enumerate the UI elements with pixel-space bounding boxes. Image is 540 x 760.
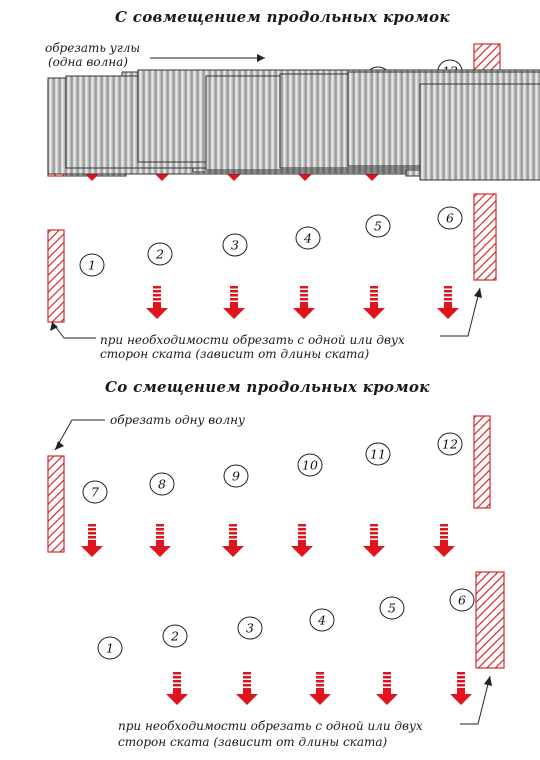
s2-top-arrow-1 xyxy=(81,524,103,557)
s1-bot-label-2-circle xyxy=(147,242,173,266)
s2-bot-label-1-circle xyxy=(97,636,123,660)
s2-bot-sheet-6 xyxy=(419,83,540,181)
s2-top-label-9-circle xyxy=(223,464,249,488)
s2-top-label-9: 9 xyxy=(232,469,240,484)
s2-top-label-7-circle xyxy=(82,480,108,504)
s1-bot-arrow-3 xyxy=(293,286,315,319)
section1-title: С совмещением продольных кромок xyxy=(115,8,450,26)
s1-bot-cut-right xyxy=(473,193,497,281)
s1-bot-label-5-circle xyxy=(365,214,391,238)
section2-title: Со смещением продольных кромок xyxy=(105,378,430,396)
s2-top-label-10-circle xyxy=(297,453,323,477)
s2-top-arrow-5 xyxy=(363,524,385,557)
s2-bot-label-6: 6 xyxy=(458,593,466,608)
section2-note-bottom-line1: при необходимости обрезать с одной или д… xyxy=(118,719,423,733)
s2-bot-label-6-circle xyxy=(449,588,475,612)
s2-top-label-12: 12 xyxy=(442,437,458,452)
s1-bot-arrow-5 xyxy=(437,286,459,319)
s2-bot-arrow-3 xyxy=(309,672,331,705)
s2-bot-label-1: 1 xyxy=(106,641,114,656)
s2-bot-cut-right xyxy=(475,571,505,669)
s2-top-cut-left xyxy=(47,455,65,553)
s2-top-arrow-6 xyxy=(433,524,455,557)
s1-bot-arrow-2 xyxy=(223,286,245,319)
s2-bot-arrow-4 xyxy=(376,672,398,705)
s2-bottom-leader-right-arrowhead xyxy=(484,676,492,686)
s2-bot-label-2: 2 xyxy=(170,629,179,644)
s1-bot-cut-left xyxy=(47,229,65,323)
s2-top-label-8: 8 xyxy=(158,477,166,492)
s1-bottom-leader-left xyxy=(51,321,96,339)
s2-top-label-11: 11 xyxy=(370,447,386,462)
s2-bot-label-3-circle xyxy=(237,616,263,640)
s1-bot-label-3: 3 xyxy=(231,238,239,253)
s2-top-arrow-3 xyxy=(222,524,244,557)
leader-lines xyxy=(50,54,492,725)
s2-bot-label-4: 4 xyxy=(317,613,326,628)
s2-bot-label-5: 5 xyxy=(388,601,396,616)
section2-note-bottom-line2: сторон ската (зависит от длины ската) xyxy=(118,735,388,749)
s2-bot-label-2-circle xyxy=(162,624,188,648)
s2-top-label-7: 7 xyxy=(91,485,99,500)
s1-bot-arrow-1 xyxy=(146,286,168,319)
s1-bottom-leader-left-arrowhead xyxy=(50,322,58,331)
s1-bot-arrow-4 xyxy=(363,286,385,319)
s1-bot-label-1: 1 xyxy=(88,258,96,273)
s1-bot-label-4-circle xyxy=(295,226,321,250)
s1-bot-label-6-circle xyxy=(437,206,463,230)
s1-bottom-leader-right-arrowhead xyxy=(474,288,482,298)
s1-bot-label-2: 2 xyxy=(155,247,164,262)
s2-bottom-leader-right xyxy=(460,675,491,725)
section1-note-bottom-line2: сторон ската (зависит от длины ската) xyxy=(100,347,370,361)
s2-top-label-12-circle xyxy=(437,432,463,456)
s1-bot-label-1-circle xyxy=(79,253,105,277)
s2-bot-arrow-1 xyxy=(166,672,188,705)
section2-note-top-line1: обрезать одну волну xyxy=(110,413,245,427)
s2-top-label-10: 10 xyxy=(302,458,318,473)
s2-top-cut-right xyxy=(473,415,491,509)
s1-bot-label-3-circle xyxy=(222,233,248,257)
s2-top-label-8-circle xyxy=(149,472,175,496)
section1-note-top-line1: обрезать углы xyxy=(45,41,140,55)
s2-top-arrow-2 xyxy=(149,524,171,557)
s2-bot-label-3: 3 xyxy=(246,621,254,636)
s1-bot-label-6: 6 xyxy=(446,211,454,226)
s2-bot-label-5-circle xyxy=(379,596,405,620)
s2-bot-label-4-circle xyxy=(309,608,335,632)
section1-note-top-line2: (одна волна) xyxy=(48,55,128,69)
s1-top-leader-arrowhead xyxy=(257,54,265,62)
section1-note-bottom-line1: при необходимости обрезать с одной или д… xyxy=(100,333,405,347)
s2-bot-arrow-5 xyxy=(450,672,472,705)
s2-top-label-11-circle xyxy=(365,442,391,466)
s1-bottom-leader-right xyxy=(440,287,481,337)
s2-top-leader-arrowhead xyxy=(55,441,64,450)
s1-bot-label-5: 5 xyxy=(374,219,382,234)
s2-top-leader xyxy=(54,419,105,451)
s2-top-arrow-4 xyxy=(291,524,313,557)
s1-bot-label-4: 4 xyxy=(303,231,312,246)
s2-bot-arrow-2 xyxy=(236,672,258,705)
